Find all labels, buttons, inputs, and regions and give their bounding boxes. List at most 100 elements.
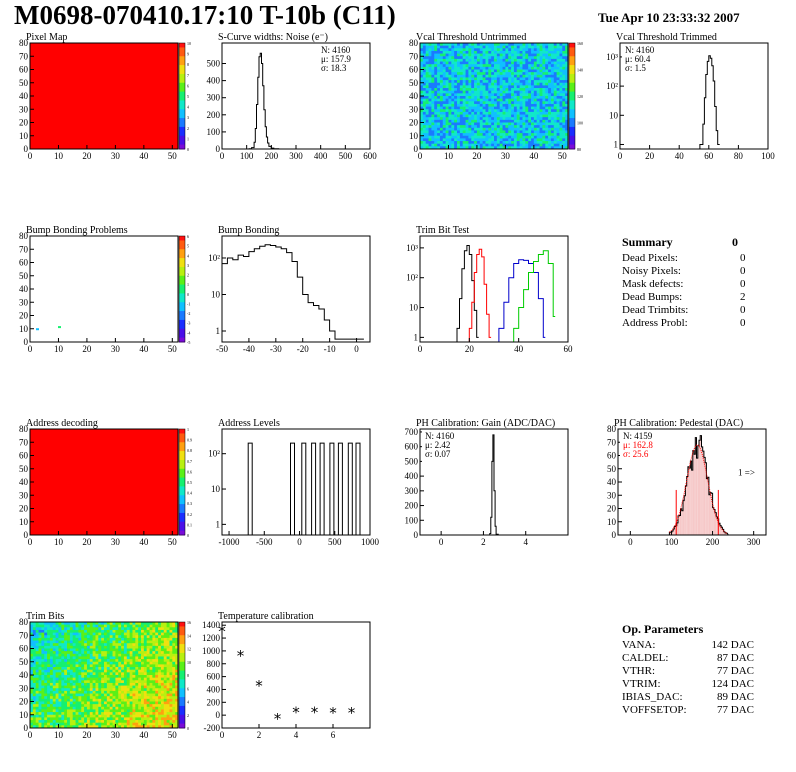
heatmap-cell [169,677,173,681]
heatmap-cell [539,61,543,65]
heatmap-cell [528,127,532,131]
heatmap-cell [67,677,71,681]
heatmap-cell [431,135,435,139]
heatmap-cell [502,119,506,123]
heatmap-cell [479,90,484,94]
heatmap-cell [439,80,444,84]
heatmap-cell [428,50,432,54]
heatmap-cell [505,56,509,60]
heatmap-cell [422,74,427,78]
heatmap-cell [508,146,512,149]
heatmap-cell [531,109,535,113]
heatmap-cell [442,93,447,97]
heatmap-cell [69,669,74,673]
heatmap-cell [89,637,94,641]
heatmap-cell [52,669,57,673]
heatmap-cell [459,127,464,131]
heatmap-cell [132,669,136,673]
heatmap-cell [508,101,512,105]
x-tick-label: 40 [139,730,149,740]
heatmap-cell [84,709,88,713]
heatmap-cell [95,640,99,644]
heatmap-cell [553,72,558,76]
heatmap-cell [72,675,76,679]
heatmap-cell [536,146,540,149]
heatmap-cell [149,648,153,652]
heatmap-cell [78,709,82,713]
heatmap-cell [508,72,512,76]
heatmap-cell [548,122,552,126]
heatmap-cell [138,664,142,668]
heatmap-cell [115,677,119,681]
heatmap-cell [485,93,489,97]
heatmap-cell [474,85,478,89]
heatmap-cell [428,56,432,60]
heatmap-cell [465,66,469,70]
heatmap-cell [49,656,54,660]
heatmap-cell [562,103,566,107]
heatmap-cell [519,98,523,102]
heatmap-cell [445,125,449,129]
heatmap-cell [166,712,170,716]
palette-tick-label: 120 [577,94,583,99]
heatmap-cell [511,109,515,113]
heatmap-cell [86,685,91,689]
annotation-label: 1 => [738,468,755,478]
heatmap-cell [474,135,478,139]
heatmap-cell [55,725,59,728]
heatmap-cell [437,80,441,84]
heatmap-cell [129,722,133,726]
heatmap-cell [35,672,39,676]
heatmap-cell [454,135,458,139]
heatmap-cell [425,48,429,52]
heatmap-cell [135,685,139,689]
heatmap-cell [141,701,145,705]
heatmap-cell [101,624,105,628]
heatmap-cell [553,146,558,149]
heatmap-cell [479,127,484,131]
heatmap-cell [104,667,108,671]
heatmap-cell [482,82,486,86]
palette-segment [179,333,185,339]
heatmap-cell [121,632,125,636]
heatmap-cell [428,98,432,102]
heatmap-cell [106,701,111,705]
summary-table: Summary 0 Dead Pixels: 0 Noisy Pixels: 0 M… [622,236,752,330]
heatmap-cell [565,43,568,47]
heatmap-cell [528,101,532,105]
stats-label: μ: 2.42 [425,440,450,450]
heatmap-cell [502,58,506,62]
heatmap-cell [516,141,521,145]
heatmap-cell [468,56,472,60]
heatmap-cell [513,146,518,149]
heatmap-cell [539,45,543,49]
heatmap-cell [47,717,51,721]
heatmap-cell [465,98,469,102]
heatmap-cell [44,712,48,716]
heatmap-cell [129,698,133,702]
heatmap-cell [533,122,538,126]
heatmap-cell [78,696,82,700]
plot-frame [221,235,371,343]
heatmap-cell [431,146,435,149]
heatmap-cell [38,653,42,657]
heatmap-cell [138,672,142,676]
heatmap-cell [58,653,62,657]
heatmap-cell [152,653,156,657]
heatmap-cell [158,725,162,728]
heatmap-cell [160,712,165,716]
heatmap-cell [104,648,108,652]
heatmap-cell [121,682,125,686]
heatmap-cell [104,653,108,657]
heatmap-cell [476,96,481,100]
heatmap-cell [75,629,79,633]
heatmap-cell [149,622,153,626]
chart-title: Trim Bit Test [416,225,469,236]
palette-tick-label: 0 [187,726,189,731]
heatmap-cell [32,648,37,652]
heatmap-cell [109,701,113,705]
heatmap-cell [437,117,441,121]
heatmap-cell [422,93,427,97]
heatmap-cell [146,698,150,702]
heatmap-cell [169,693,173,697]
